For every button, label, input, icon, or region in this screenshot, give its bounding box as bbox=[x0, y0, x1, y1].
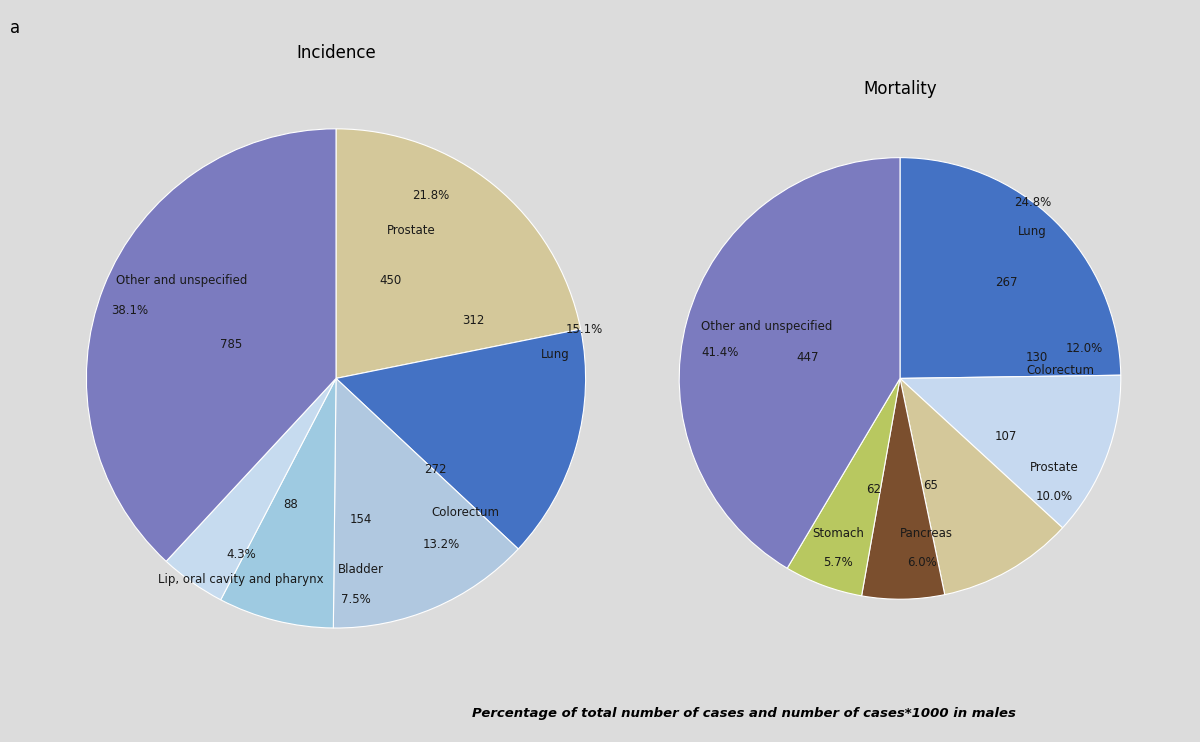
Text: 10.0%: 10.0% bbox=[1036, 490, 1073, 503]
Wedge shape bbox=[86, 129, 336, 561]
Text: Stomach: Stomach bbox=[812, 528, 864, 540]
Text: 65: 65 bbox=[924, 479, 938, 492]
Text: 450: 450 bbox=[379, 274, 402, 286]
Text: Bladder: Bladder bbox=[338, 563, 384, 576]
Text: 62: 62 bbox=[866, 483, 881, 496]
Text: 88: 88 bbox=[283, 498, 299, 511]
Wedge shape bbox=[862, 378, 944, 600]
Text: Percentage of total number of cases and number of cases*1000 in males: Percentage of total number of cases and … bbox=[472, 706, 1016, 720]
Text: 4.3%: 4.3% bbox=[227, 548, 256, 561]
Text: 130: 130 bbox=[1026, 351, 1048, 364]
Text: 272: 272 bbox=[425, 463, 448, 476]
Wedge shape bbox=[334, 378, 518, 628]
Text: Lung: Lung bbox=[1018, 225, 1046, 238]
Text: Colorectum: Colorectum bbox=[1026, 364, 1094, 377]
Text: 5.7%: 5.7% bbox=[823, 556, 853, 569]
Text: Prostate: Prostate bbox=[1030, 462, 1079, 474]
Text: 312: 312 bbox=[462, 314, 485, 326]
Text: Pancreas: Pancreas bbox=[900, 528, 953, 540]
Text: 154: 154 bbox=[349, 513, 372, 526]
Wedge shape bbox=[221, 378, 336, 628]
Text: 38.1%: 38.1% bbox=[112, 303, 149, 317]
Text: 7.5%: 7.5% bbox=[341, 593, 371, 606]
Text: 24.8%: 24.8% bbox=[1014, 196, 1051, 209]
Text: 13.2%: 13.2% bbox=[422, 538, 460, 551]
Text: Colorectum: Colorectum bbox=[432, 506, 499, 519]
Wedge shape bbox=[166, 378, 336, 600]
Text: Other and unspecified: Other and unspecified bbox=[701, 320, 833, 333]
Text: Prostate: Prostate bbox=[386, 223, 436, 237]
Text: Lung: Lung bbox=[541, 349, 570, 361]
Wedge shape bbox=[787, 378, 900, 596]
Title: Mortality: Mortality bbox=[863, 80, 937, 98]
Wedge shape bbox=[900, 375, 1121, 528]
Text: 15.1%: 15.1% bbox=[565, 324, 602, 336]
Text: 21.8%: 21.8% bbox=[413, 188, 450, 202]
Text: 41.4%: 41.4% bbox=[701, 347, 739, 359]
Wedge shape bbox=[336, 329, 586, 549]
Text: 12.0%: 12.0% bbox=[1066, 342, 1103, 355]
Text: 267: 267 bbox=[995, 276, 1018, 289]
Wedge shape bbox=[900, 378, 1062, 594]
Text: Lip, oral cavity and pharynx: Lip, oral cavity and pharynx bbox=[158, 573, 324, 586]
Wedge shape bbox=[336, 129, 581, 378]
Text: 447: 447 bbox=[796, 351, 818, 364]
Wedge shape bbox=[900, 157, 1121, 378]
Text: 107: 107 bbox=[995, 430, 1018, 443]
Text: a: a bbox=[10, 19, 19, 36]
Text: 6.0%: 6.0% bbox=[907, 556, 937, 569]
Text: 785: 785 bbox=[220, 338, 242, 352]
Title: Incidence: Incidence bbox=[296, 44, 376, 62]
Wedge shape bbox=[679, 157, 900, 568]
Text: Other and unspecified: Other and unspecified bbox=[116, 274, 247, 286]
